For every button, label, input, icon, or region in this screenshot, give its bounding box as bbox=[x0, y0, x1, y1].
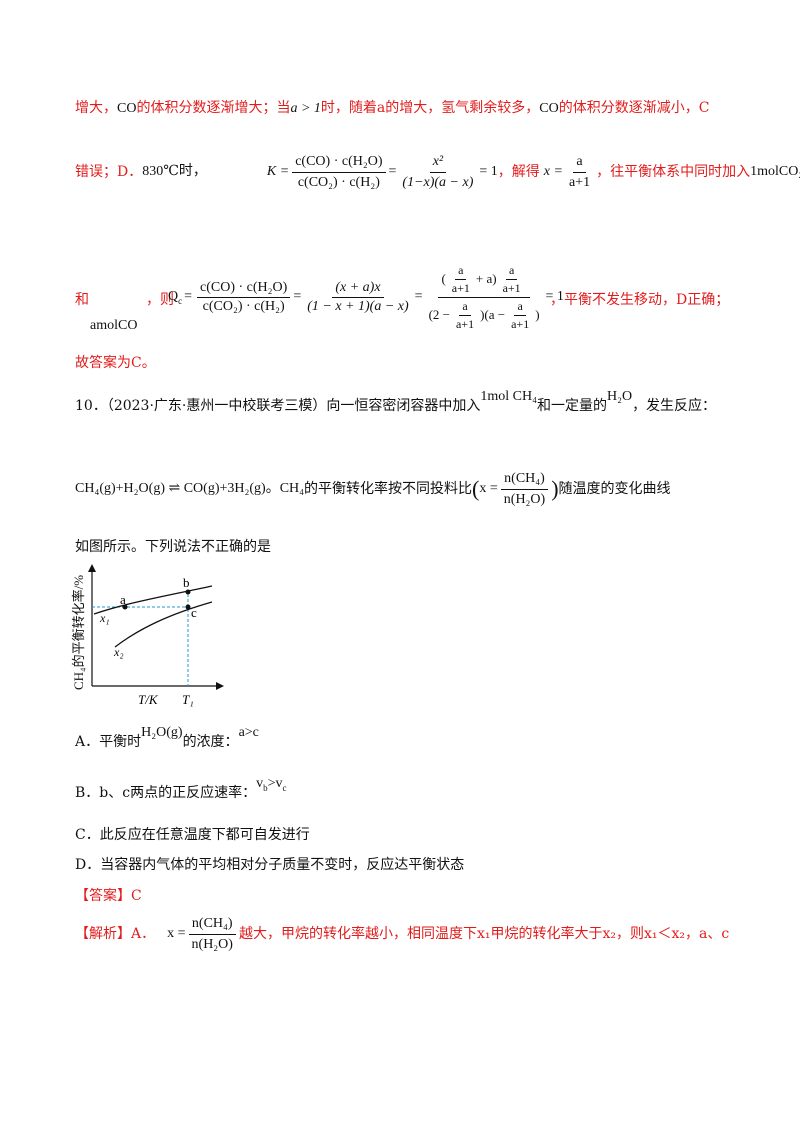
option-b: B．b、c两点的正反应速率：vb>vc bbox=[75, 776, 287, 801]
x-fraction: x² (1−x)(a − x) bbox=[399, 153, 476, 192]
analysis-line: 【解析】A． x = n(CH₄) n(H₂O) 越大，甲烷的转化率越小，相同温… bbox=[75, 912, 729, 956]
amolco: amolCO bbox=[90, 318, 138, 333]
qc-numerator: c(CO) · c(H₂O) bbox=[197, 280, 291, 298]
text-seg: ，往平衡体系中同时加入 bbox=[596, 164, 751, 180]
k-label: K = bbox=[266, 164, 290, 179]
ratio-numerator: n(CH₄) bbox=[501, 470, 548, 490]
added-amount: 1molCO₂ bbox=[750, 164, 800, 179]
answer-tag: 【答案】C bbox=[75, 888, 142, 904]
text-seg: 随温度的变化曲线 bbox=[558, 481, 671, 497]
a-numerator: a bbox=[573, 153, 586, 173]
point-a-label: a bbox=[120, 592, 126, 607]
point-c-label: c bbox=[191, 605, 197, 620]
text-seg: 时，随着a的增大，氢气剩余较多， bbox=[320, 100, 540, 116]
text-seg: 的体积分数逐渐减小，C bbox=[558, 100, 710, 116]
text-seg: 的体积分数逐渐增大；当 bbox=[136, 100, 291, 116]
x-numerator: x² bbox=[429, 153, 447, 173]
a-fraction: a a+1 bbox=[566, 153, 593, 192]
option-math: a>c bbox=[238, 725, 259, 740]
k-denominator: c(CO₂) · c(H₂) bbox=[297, 174, 380, 190]
q10-stem: 10．（2023·广东·惠州一中校联考三模）向一恒容密闭容器中加入1mol CH… bbox=[75, 389, 717, 416]
and-text: 和 bbox=[75, 292, 89, 308]
k-fraction: c(CO) · c(H₂O) c(CO₂) · c(H₂) bbox=[292, 153, 386, 192]
equals-one: = 1 bbox=[479, 164, 498, 179]
point-a bbox=[122, 604, 128, 610]
curve-x1 bbox=[93, 585, 213, 615]
condition-math: a > 1 bbox=[290, 101, 321, 116]
text-seg: 和一定量的 bbox=[536, 398, 607, 414]
ratio-fraction: n(CH₄) n(H₂O) bbox=[501, 470, 548, 509]
then-text: ，则 bbox=[146, 292, 174, 308]
q10-prompt: 如图所示。下列说法不正确的是 bbox=[75, 539, 271, 555]
analysis-denominator: n(H₂O) bbox=[191, 936, 233, 952]
analysis-tag: 【解析】A． bbox=[75, 926, 156, 942]
qc-frac2: (x + a)x (1 − x + 1)(a − x) bbox=[307, 279, 409, 314]
analysis-fraction: n(CH₄) n(H₂O) bbox=[188, 915, 236, 954]
point-b-label: b bbox=[183, 575, 190, 590]
analysis-text: 越大，甲烷的转化率越小，相同温度下x₁甲烷的转化率大于x₂，则x₁＜x₂，a、c bbox=[238, 926, 730, 942]
option-c: C．此反应在任意温度下都可自发进行 bbox=[75, 827, 310, 843]
qc-denominator: c(CO₂) · c(H₂) bbox=[202, 298, 285, 314]
t1-label: T₁ bbox=[182, 692, 194, 707]
qc-fraction: c(CO) · c(H₂O) c(CO₂) · c(H₂) bbox=[197, 280, 291, 315]
point-b bbox=[185, 589, 191, 595]
para-1: 增大，CO的体积分数逐渐增大；当a > 1时，随着a的增大，氢气剩余较多，CO的… bbox=[75, 99, 709, 118]
analysis-numerator: n(CH₄) bbox=[188, 915, 236, 935]
ch4-amount: 1mol CH₄ bbox=[480, 389, 537, 404]
answer-line: 故答案为C。 bbox=[75, 355, 156, 371]
option-a: A．平衡时H₂O(g)的浓度：a>c bbox=[75, 725, 259, 752]
analysis-x: x = bbox=[167, 926, 186, 941]
y-axis-label: CH₄的平衡转化率/% bbox=[71, 575, 86, 690]
result-text: ，平衡不发生移动，D正确； bbox=[550, 292, 730, 308]
equals: = bbox=[388, 164, 397, 179]
text-seg: ，发生反应： bbox=[632, 398, 717, 414]
x-axis-label: T/K bbox=[138, 692, 159, 707]
qc-expression: Qc = c(CO) · c(H₂O) c(CO₂) · c(H₂) = (x … bbox=[168, 262, 564, 331]
curve-x2-label: x₂ bbox=[113, 645, 124, 659]
x-equals: x = bbox=[543, 164, 563, 179]
k-numerator: c(CO) · c(H₂O) bbox=[292, 153, 386, 173]
ratio-x: x bbox=[479, 481, 487, 496]
x-denominator: (1−x)(a − x) bbox=[402, 174, 474, 190]
option-text: 的浓度： bbox=[182, 734, 239, 750]
qc-label: Qc bbox=[168, 288, 183, 306]
qc-frac3: (a a+1 + a) a a+1 (2 − a a+1)(a − a a+1) bbox=[428, 262, 540, 331]
reaction-equation: CH₄(g)+H₂O(g) ⇌ CO(g)+3H₂(g)。 bbox=[75, 481, 280, 496]
h2o-g: H₂O(g) bbox=[141, 725, 183, 740]
x-axis-arrow bbox=[216, 682, 224, 690]
option-label: B．b、c两点的正反应速率： bbox=[75, 785, 257, 801]
text-seg: 错误；D． bbox=[75, 164, 143, 180]
para-2: 错误；D． 830℃时， K = c(CO) · c(H₂O) c(CO₂) ·… bbox=[75, 150, 800, 194]
point-c bbox=[185, 604, 191, 610]
co-formula: CO bbox=[539, 101, 559, 116]
option-d: D．当容器内气体的平均相对分子质量不变时，反应达平衡状态 bbox=[75, 857, 465, 873]
text-seg: 10．（2023·广东·惠州一中校联考三模）向一恒容密闭容器中加入 bbox=[75, 398, 481, 414]
y-axis-arrow bbox=[88, 564, 96, 572]
a-denominator: a+1 bbox=[568, 174, 591, 190]
h2o-formula: H₂O bbox=[606, 389, 633, 404]
q10-reaction-line: CH₄(g)+H₂O(g) ⇌ CO(g)+3H₂(g)。 CH₄ 的平衡转化率… bbox=[75, 470, 671, 509]
ch4-formula: CH₄ bbox=[279, 481, 305, 496]
text-seg: 的平衡转化率按不同投料比 bbox=[304, 481, 473, 497]
conversion-rate-graph: CH₄的平衡转化率/% a b c x₁ x₂ T₁ T/K bbox=[71, 564, 224, 707]
ratio-denominator: n(H₂O) bbox=[503, 491, 546, 507]
temperature: 830℃时， bbox=[142, 164, 207, 179]
text-seg: ，解得 bbox=[497, 164, 540, 180]
option-label: A．平衡时 bbox=[75, 734, 142, 750]
curve-x2 bbox=[114, 601, 213, 648]
curve-x1-label: x₁ bbox=[99, 611, 110, 625]
text-seg: 增大， bbox=[75, 100, 117, 116]
co-formula: CO bbox=[117, 101, 137, 116]
